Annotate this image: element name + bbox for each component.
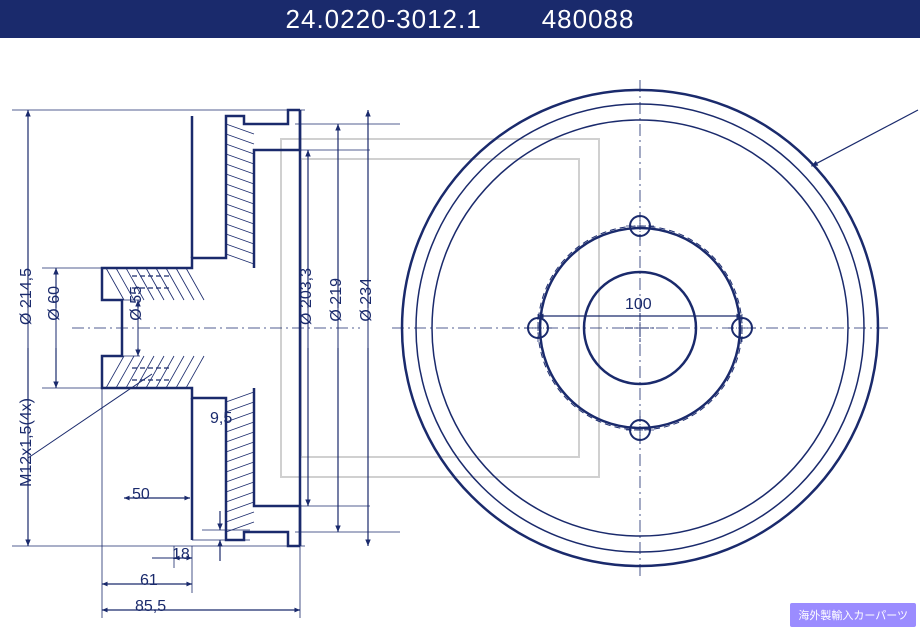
dim-inner-width: 50 bbox=[132, 486, 150, 504]
dim-hub-outer: Ø 60 bbox=[46, 286, 64, 321]
dim-total-depth: 85,5 bbox=[135, 598, 166, 616]
dim-hub-depth: 61 bbox=[140, 572, 158, 590]
dim-bolt-circle: 100 bbox=[625, 296, 652, 314]
dim-outer-diameter: Ø 214,5 bbox=[18, 268, 36, 325]
dim-bolt-spec: M12x1,5(4x) bbox=[18, 398, 36, 487]
dim-drum-inner: Ø 203,3 bbox=[298, 268, 316, 325]
drawing-canvas: Ø 214,5 Ø 60 Ø 55 M12x1,5(4x) Ø 203,3 Ø … bbox=[0, 38, 920, 631]
dim-flange-thickness: 18 bbox=[172, 546, 190, 564]
title-bar: 24.0220-3012.1 480088 bbox=[0, 0, 920, 38]
import-badge: 海外製輸入カーパーツ bbox=[790, 603, 916, 627]
dim-drum-outer: Ø 234 bbox=[358, 278, 376, 322]
face-view-svg bbox=[0, 38, 920, 631]
part-number: 24.0220-3012.1 bbox=[286, 4, 482, 35]
dim-bore: Ø 55 bbox=[128, 286, 146, 321]
dim-step: 9,5 bbox=[210, 410, 232, 428]
dim-drum-mid: Ø 219 bbox=[328, 278, 346, 322]
product-code: 480088 bbox=[542, 4, 635, 35]
